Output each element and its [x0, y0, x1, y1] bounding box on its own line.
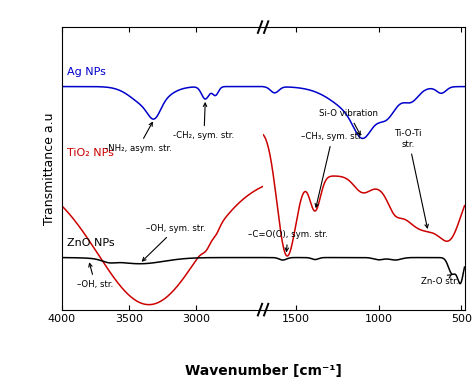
Text: -CH₂, sym. str.: -CH₂, sym. str. — [173, 103, 235, 140]
Y-axis label: Transmittance a.u: Transmittance a.u — [43, 112, 56, 224]
Text: –OH, sym. str.: –OH, sym. str. — [142, 224, 206, 261]
Text: Ti-O-Ti
str.: Ti-O-Ti str. — [395, 129, 428, 228]
Text: TiO₂ NPs: TiO₂ NPs — [67, 149, 114, 158]
Text: –OH, str.: –OH, str. — [77, 264, 113, 289]
Text: –CH₃, sym. str.: –CH₃, sym. str. — [301, 132, 364, 207]
Text: ZnO NPs: ZnO NPs — [67, 238, 115, 248]
Text: Ag NPs: Ag NPs — [67, 67, 106, 77]
Text: Si-O vibration: Si-O vibration — [319, 109, 378, 135]
Text: Wavenumber [cm⁻¹]: Wavenumber [cm⁻¹] — [185, 365, 341, 378]
Text: -NH₂, asym. str.: -NH₂, asym. str. — [105, 122, 172, 152]
Text: Zn-O str.: Zn-O str. — [421, 274, 458, 286]
Text: –C=O(O), sym. str.: –C=O(O), sym. str. — [248, 230, 328, 251]
